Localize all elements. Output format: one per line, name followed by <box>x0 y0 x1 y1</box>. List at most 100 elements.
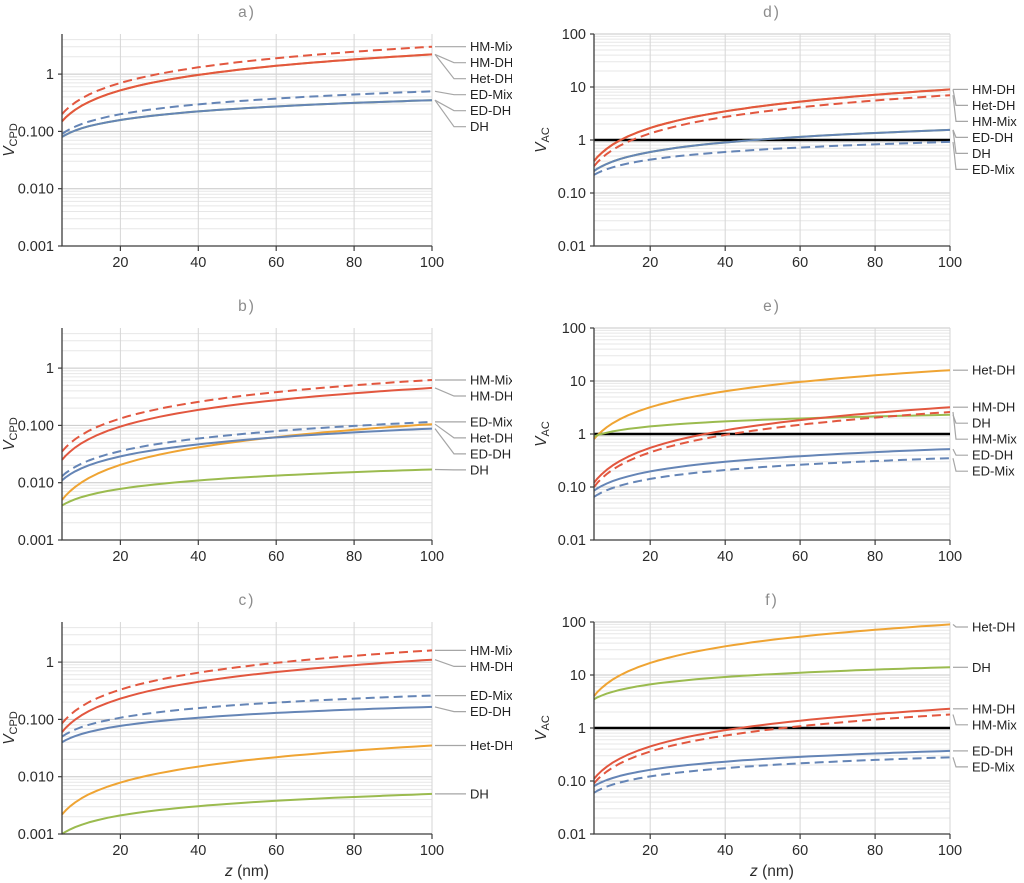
curve-dh <box>593 666 951 701</box>
y-axis-label: VCPD <box>1 123 20 157</box>
curve-het-dh <box>61 53 433 122</box>
y-tick-label: 0.001 <box>18 827 54 843</box>
curve-ed-dh <box>593 749 951 787</box>
x-tick-label: 20 <box>642 255 658 271</box>
grid-vertical-lines <box>119 34 433 246</box>
y-tick-label: 10 <box>570 668 586 684</box>
y-tick-label: 1 <box>46 655 54 671</box>
curve-het-dh <box>61 423 433 501</box>
y-tick-label: 100 <box>562 321 586 337</box>
series-label-ed-dh: ED-DH <box>972 743 1013 758</box>
y-tick-label: 100 <box>562 615 586 631</box>
x-tick-label: 60 <box>792 549 808 565</box>
label-connector-hm-dh <box>434 53 466 64</box>
series-label-hm-mix: HM-Mix <box>470 643 512 658</box>
grid-minor-lines <box>62 627 432 818</box>
curve-hm-dh <box>61 658 433 733</box>
panel-title: c) <box>239 592 256 609</box>
series-label-hm-dh: HM-DH <box>470 389 512 404</box>
y-tick-label: 0.01 <box>558 239 586 255</box>
x-tick-label: 20 <box>642 843 658 859</box>
x-tick-label: 100 <box>938 843 962 859</box>
series-label-ed-dh: ED-DH <box>470 446 511 461</box>
curve-ed-dh <box>61 427 433 482</box>
y-axis-label: VCPD <box>1 417 20 451</box>
series-label-hm-mix: HM-Mix <box>972 114 1017 129</box>
curve-ed-dh <box>593 448 951 492</box>
series-label-dh: DH <box>972 416 991 431</box>
grid-minor-lines <box>594 329 950 525</box>
grid-major-lines <box>594 621 950 782</box>
series-label-dh: DH <box>470 786 489 801</box>
x-axis-label: z (nm) <box>224 863 269 880</box>
panel-a: 20 40 60 80 100 0.001 0.010 0.100 1 HM-MixHM-DHHe… <box>1 4 512 271</box>
y-tick-label: 0.010 <box>18 770 54 786</box>
curve-hm-mix <box>61 379 433 453</box>
series-label-ed-dh: ED-DH <box>470 103 511 118</box>
series-label-dh: DH <box>470 462 489 477</box>
x-tick-label: 60 <box>268 255 284 271</box>
label-connector-dh <box>952 129 968 154</box>
series-label-dh: DH <box>972 660 991 675</box>
series-label-ed-mix: ED-Mix <box>470 87 512 102</box>
label-connector-het-dh <box>434 423 466 439</box>
curve-het-dh <box>61 744 433 816</box>
x-tick-label: 60 <box>792 255 808 271</box>
x-tick-label: 80 <box>346 549 362 565</box>
curve-hm-mix <box>61 45 433 115</box>
y-tick-label: 1 <box>46 361 54 377</box>
curve-hm-mix <box>593 94 951 167</box>
curve-hm-dh <box>593 88 951 162</box>
series-label-ed-mix: ED-Mix <box>972 759 1015 774</box>
panel-f: 20 40 60 80 100 0.01 0.10 1 10 100 Het-DH DH HM-DHHM… <box>533 592 1017 880</box>
y-tick-label: 1 <box>578 721 586 737</box>
series-label-hm-dh: HM-DH <box>470 55 512 70</box>
series-label-het-dh: Het-DH <box>972 620 1015 635</box>
grid-vertical-lines <box>119 328 433 540</box>
curve-het-dh <box>593 623 951 697</box>
series-label-hm-mix: HM-Mix <box>470 39 512 54</box>
label-connector-hm-dh <box>434 387 466 397</box>
curve-ed-mix <box>61 694 433 738</box>
x-tick-label: 60 <box>268 549 284 565</box>
y-tick-label: 1 <box>46 67 54 83</box>
label-connector-ed-mix <box>434 90 466 96</box>
panel-title: f) <box>765 592 778 609</box>
curve-ed-mix <box>593 756 951 794</box>
series-label-hm-dh: HM-DH <box>470 659 512 674</box>
series-label-hm-mix: HM-Mix <box>972 717 1017 732</box>
label-connector-hm-mix <box>952 411 968 440</box>
curve-ed-dh <box>61 99 433 138</box>
curve-dh <box>593 413 951 438</box>
label-connector-hm-mix <box>952 714 968 726</box>
y-axis-label: VAC <box>533 715 552 741</box>
label-connector-ed-dh <box>952 448 968 456</box>
curve-ed-dh <box>593 128 951 172</box>
curve-ed-mix <box>61 90 433 135</box>
y-tick-label: 0.100 <box>18 124 54 140</box>
x-tick-label: 20 <box>112 255 128 271</box>
grid-major-lines <box>62 73 432 190</box>
x-tick-label: 60 <box>268 843 284 859</box>
x-tick-label: 40 <box>717 255 733 271</box>
label-connector-hm-dh <box>434 659 466 668</box>
grid-vertical-lines <box>119 622 433 834</box>
curve-hm-mix <box>593 713 951 785</box>
y-tick-label: 0.100 <box>18 418 54 434</box>
y-axis-label: VCPD <box>1 711 20 745</box>
y-tick-label: 0.010 <box>18 182 54 198</box>
series-label-ed-mix: ED-Mix <box>972 162 1015 177</box>
y-tick-label: 0.100 <box>18 712 54 728</box>
x-tick-label: 20 <box>642 549 658 565</box>
curve-dh <box>593 128 951 172</box>
y-tick-label: 0.10 <box>558 186 586 202</box>
label-connector-ed-mix <box>952 458 968 472</box>
x-tick-label: 20 <box>112 549 128 565</box>
curve-hm-mix <box>593 411 951 488</box>
series-label-ed-dh: ED-DH <box>972 130 1013 145</box>
curve-hm-dh <box>593 707 951 780</box>
grid-major-lines <box>594 33 950 194</box>
series-label-het-dh: Het-DH <box>470 430 512 445</box>
